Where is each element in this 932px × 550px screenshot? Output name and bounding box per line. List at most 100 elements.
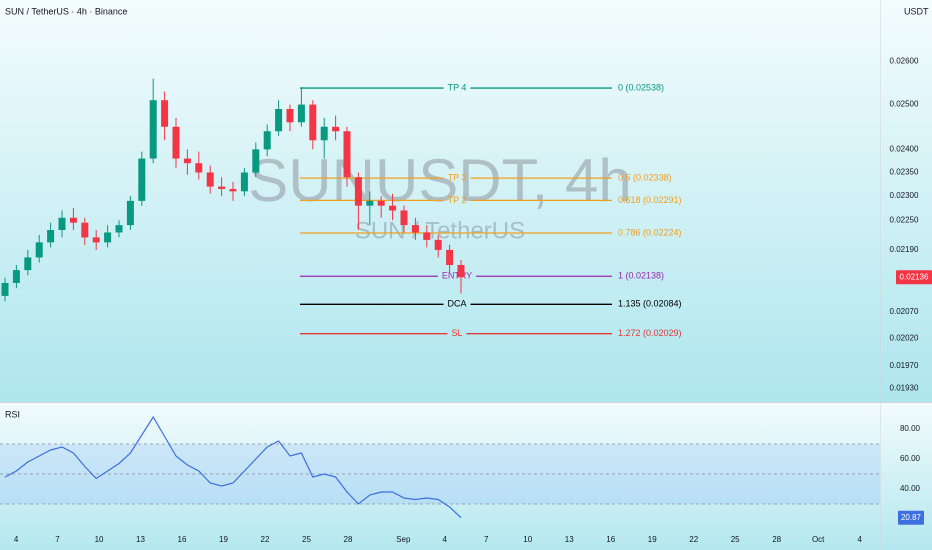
candle-body bbox=[434, 239, 442, 250]
candle-body bbox=[183, 158, 191, 164]
x-tick-label: Oct bbox=[812, 535, 825, 544]
candle-body bbox=[161, 100, 169, 127]
y-tick-label: 0.02190 bbox=[890, 245, 919, 254]
candle-body bbox=[297, 104, 305, 123]
rsi-line bbox=[4, 415, 462, 519]
currency: USDT bbox=[904, 6, 929, 16]
candle-body bbox=[400, 210, 408, 226]
x-tick-label: 19 bbox=[219, 535, 228, 544]
x-tick-label: Sep bbox=[396, 535, 411, 544]
rsi-tag-label: 20.87 bbox=[901, 513, 922, 522]
candle-body bbox=[172, 126, 180, 159]
y-tick-label: 0.01930 bbox=[890, 384, 919, 393]
candle-body bbox=[126, 200, 134, 226]
candle-body bbox=[423, 232, 431, 240]
candle-body bbox=[195, 163, 203, 173]
level-name: ENTRY bbox=[442, 271, 472, 281]
y-tick-label: 40.00 bbox=[900, 484, 921, 493]
y-tick-label: 60.00 bbox=[900, 454, 921, 463]
level-label: 0.786 (0.02224) bbox=[618, 227, 682, 237]
candle-body bbox=[92, 237, 100, 243]
candle-body bbox=[457, 265, 465, 278]
y-tick-label: 0.02350 bbox=[890, 168, 919, 177]
level-label: 1.135 (0.02084) bbox=[618, 299, 682, 309]
rsi-title: RSI bbox=[5, 409, 20, 419]
y-tick-label: 80.00 bbox=[900, 424, 921, 433]
candle-body bbox=[332, 126, 340, 132]
price-tag-label: 0.02136 bbox=[900, 272, 929, 281]
x-tick-label: 4 bbox=[443, 535, 448, 544]
candle-body bbox=[149, 100, 157, 159]
x-tick-label: 7 bbox=[55, 535, 60, 544]
header-title: SUN / TetherUS · 4h · Binance bbox=[5, 6, 127, 16]
price-tag bbox=[896, 270, 932, 285]
y-tick-label: 0.02020 bbox=[890, 334, 919, 343]
candle-body bbox=[343, 131, 351, 178]
x-tick-label: 4 bbox=[14, 535, 19, 544]
candle-body bbox=[366, 200, 374, 206]
x-tick-label: 22 bbox=[689, 535, 698, 544]
candle-body bbox=[1, 282, 9, 296]
candle-body bbox=[320, 126, 328, 141]
candle-body bbox=[206, 172, 214, 187]
candle-body bbox=[354, 177, 362, 206]
candle-body bbox=[104, 232, 112, 243]
candle-body bbox=[389, 205, 397, 211]
candle-body bbox=[309, 104, 317, 141]
y-tick-label: 0.01970 bbox=[890, 361, 919, 370]
level-label: 1.272 (0.02029) bbox=[618, 328, 682, 338]
watermark: SUNUSDT, 4h bbox=[248, 147, 631, 214]
candle-body bbox=[47, 230, 55, 243]
candle-body bbox=[275, 108, 283, 132]
x-tick-label: 10 bbox=[95, 535, 104, 544]
level-name: TP 2 bbox=[448, 195, 467, 205]
rsi-tag bbox=[898, 510, 924, 525]
candle-body bbox=[446, 249, 454, 266]
level-name: TP 4 bbox=[448, 82, 467, 92]
x-tick-label: 7 bbox=[484, 535, 489, 544]
candle-body bbox=[377, 200, 385, 206]
x-tick-label: 19 bbox=[648, 535, 657, 544]
level-name: SL bbox=[451, 328, 462, 338]
y-tick-label: 0.02400 bbox=[890, 145, 919, 154]
level-name: TP 3 bbox=[448, 172, 467, 182]
x-tick-label: 4 bbox=[857, 535, 862, 544]
x-tick-label: 16 bbox=[606, 535, 615, 544]
x-tick-label: 28 bbox=[344, 535, 353, 544]
candle-body bbox=[115, 225, 123, 233]
watermark-subtitle: SUN / TetherUS bbox=[355, 217, 525, 244]
level-name: DCA bbox=[447, 299, 466, 309]
candle-body bbox=[252, 149, 260, 173]
y-tick-label: 0.02250 bbox=[890, 215, 919, 224]
x-tick-label: 22 bbox=[261, 535, 270, 544]
y-tick-label: 0.02070 bbox=[890, 307, 919, 316]
candle-body bbox=[263, 131, 271, 150]
candle-body bbox=[35, 242, 43, 258]
x-tick-label: 25 bbox=[302, 535, 311, 544]
candle-body bbox=[218, 186, 226, 189]
x-tick-label: 25 bbox=[731, 535, 740, 544]
x-tick-label: 28 bbox=[772, 535, 781, 544]
candle-body bbox=[12, 270, 20, 283]
candle-body bbox=[411, 225, 419, 233]
y-tick-label: 0.02600 bbox=[890, 57, 919, 66]
candle-body bbox=[229, 188, 237, 192]
candle-body bbox=[286, 108, 294, 123]
price-pane bbox=[0, 0, 932, 402]
x-tick-label: 13 bbox=[565, 535, 574, 544]
level-label: 0.5 (0.02338) bbox=[618, 172, 672, 182]
y-tick-label: 0.02500 bbox=[890, 100, 919, 109]
candle-body bbox=[81, 222, 89, 238]
level-label: 0.618 (0.02291) bbox=[618, 195, 682, 205]
candle-body bbox=[24, 257, 32, 271]
candle-body bbox=[58, 217, 66, 231]
candle-body bbox=[138, 158, 146, 201]
x-tick-label: 16 bbox=[178, 535, 187, 544]
level-label: 0 (0.02538) bbox=[618, 82, 664, 92]
y-tick-label: 0.02300 bbox=[890, 191, 919, 200]
x-tick-label: 13 bbox=[136, 535, 145, 544]
candle-body bbox=[240, 172, 248, 192]
level-label: 1 (0.02138) bbox=[618, 271, 664, 281]
rsi-pane bbox=[0, 403, 932, 550]
